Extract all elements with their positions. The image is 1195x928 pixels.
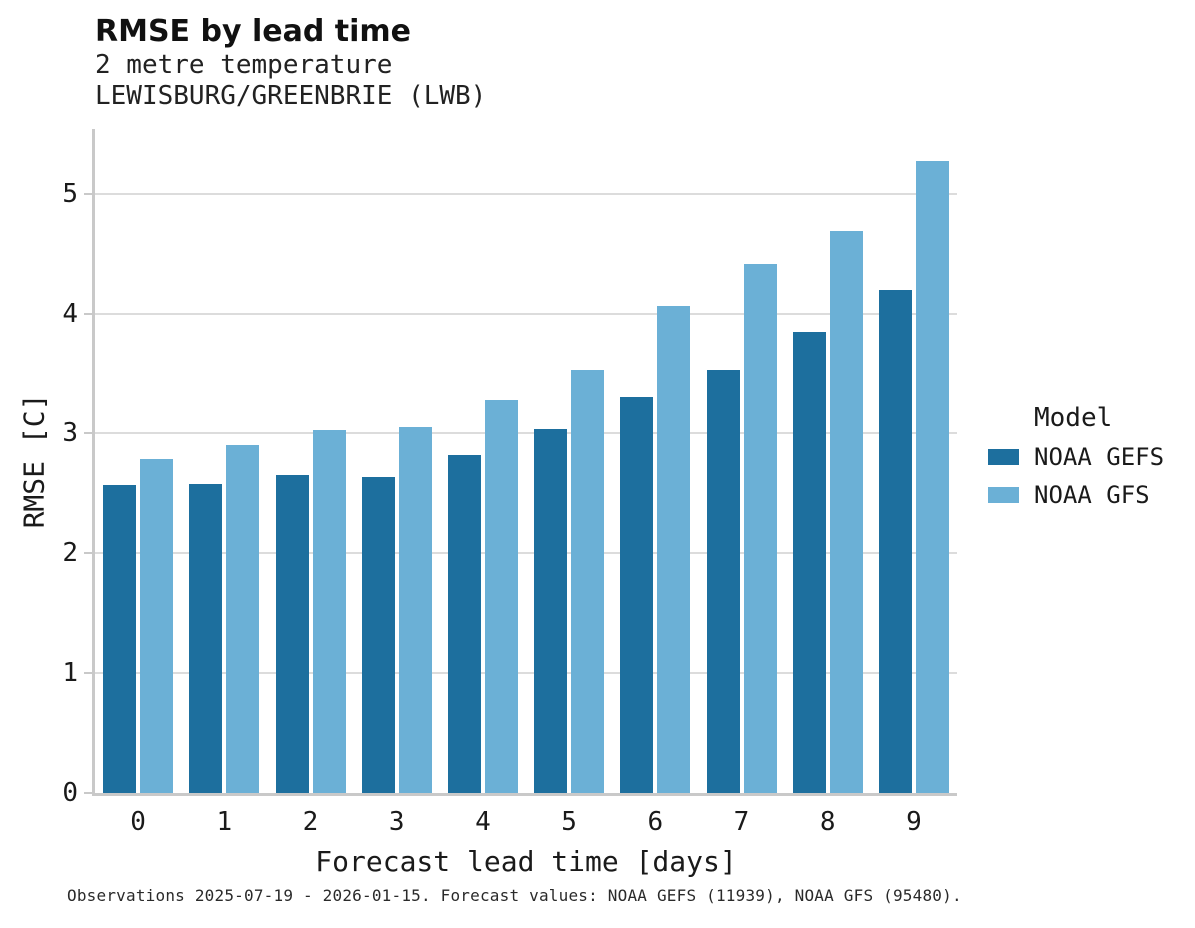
y-tick-1 xyxy=(84,672,92,675)
bar-noaa-gfs-lead-1 xyxy=(226,445,260,793)
bar-noaa-gfs-lead-2 xyxy=(312,429,346,793)
y-tick-5 xyxy=(84,192,92,195)
x-tick-label-3: 3 xyxy=(388,807,405,837)
gridline-y-2 xyxy=(95,552,957,555)
y-tick-label-2: 2 xyxy=(62,538,78,569)
x-tick-label-5: 5 xyxy=(561,807,577,837)
x-tick-label-6: 6 xyxy=(647,807,664,837)
bar-noaa-gfs-lead-4 xyxy=(484,399,518,793)
bar-noaa-gefs-lead-0 xyxy=(103,484,137,793)
x-axis-title: Forecast lead time [days] xyxy=(315,845,737,878)
gridline-y-1 xyxy=(95,672,957,675)
bar-noaa-gefs-lead-9 xyxy=(878,289,912,793)
bar-noaa-gefs-lead-2 xyxy=(275,475,309,793)
bar-noaa-gefs-lead-5 xyxy=(534,428,568,793)
y-axis-line xyxy=(92,129,95,793)
legend-label-gefs: NOAA GEFS xyxy=(1034,443,1165,471)
bar-noaa-gfs-lead-5 xyxy=(571,369,605,793)
y-tick-label-3: 3 xyxy=(62,418,78,449)
bar-noaa-gefs-lead-7 xyxy=(706,369,740,793)
gridline-y-3 xyxy=(95,432,957,435)
x-tick-label-4: 4 xyxy=(475,807,491,837)
x-tick-label-8: 8 xyxy=(819,807,836,837)
bar-noaa-gfs-lead-7 xyxy=(743,264,777,793)
bar-noaa-gfs-lead-9 xyxy=(915,161,949,793)
caption: Observations 2025-07-19 - 2026-01-15. Fo… xyxy=(67,886,962,905)
x-tick-label-0: 0 xyxy=(130,807,146,837)
subtitle-line-station: LEWISBURG/GREENBRIE (LWB) xyxy=(95,81,487,111)
y-axis-title: RMSE [C] xyxy=(17,393,51,529)
bar-noaa-gefs-lead-1 xyxy=(189,483,223,793)
legend-item-gfs: NOAA GFS xyxy=(988,481,1164,509)
bar-noaa-gfs-lead-0 xyxy=(140,458,174,793)
y-tick-4 xyxy=(84,312,92,315)
legend-label-gfs: NOAA GFS xyxy=(1034,481,1150,509)
bar-noaa-gefs-lead-4 xyxy=(447,455,481,793)
gridline-y-5 xyxy=(95,192,957,195)
y-tick-3 xyxy=(84,432,92,435)
y-tick-label-5: 5 xyxy=(62,178,78,209)
bar-noaa-gfs-lead-3 xyxy=(398,427,432,793)
gfs-swatch-icon xyxy=(988,487,1019,503)
bar-noaa-gfs-lead-6 xyxy=(657,306,691,793)
chart-title: RMSE by lead time xyxy=(95,14,411,49)
x-axis-line xyxy=(92,793,957,796)
gridline-y-4 xyxy=(95,312,957,315)
y-tick-2 xyxy=(84,552,92,555)
bar-noaa-gefs-lead-6 xyxy=(620,397,654,793)
bar-noaa-gefs-lead-3 xyxy=(361,476,395,793)
legend-title: Model xyxy=(1034,403,1113,433)
legend-item-gefs: NOAA GEFS xyxy=(988,443,1164,471)
x-tick-label-1: 1 xyxy=(216,807,233,837)
x-tick-label-9: 9 xyxy=(906,807,922,837)
y-tick-label-0: 0 xyxy=(62,778,78,808)
x-tick-label-2: 2 xyxy=(302,807,319,837)
plot-area: 0 1 2 3 4 5 0 1 2 3 4 5 6 7 8 9 xyxy=(62,129,957,835)
y-tick-label-1: 1 xyxy=(62,658,78,689)
y-tick-0 xyxy=(84,792,92,794)
gefs-swatch-icon xyxy=(988,449,1019,465)
subtitle-line-variable: 2 metre temperature xyxy=(95,50,393,80)
bar-noaa-gefs-lead-8 xyxy=(792,331,826,793)
y-tick-label-4: 4 xyxy=(62,298,78,329)
legend: Model NOAA GEFS NOAA GFS xyxy=(988,403,1164,509)
chart-subtitle: 2 metre temperature LEWISBURG/GREENBRIE … xyxy=(95,50,486,112)
x-tick-label-7: 7 xyxy=(733,807,750,837)
bar-noaa-gfs-lead-8 xyxy=(829,230,863,793)
